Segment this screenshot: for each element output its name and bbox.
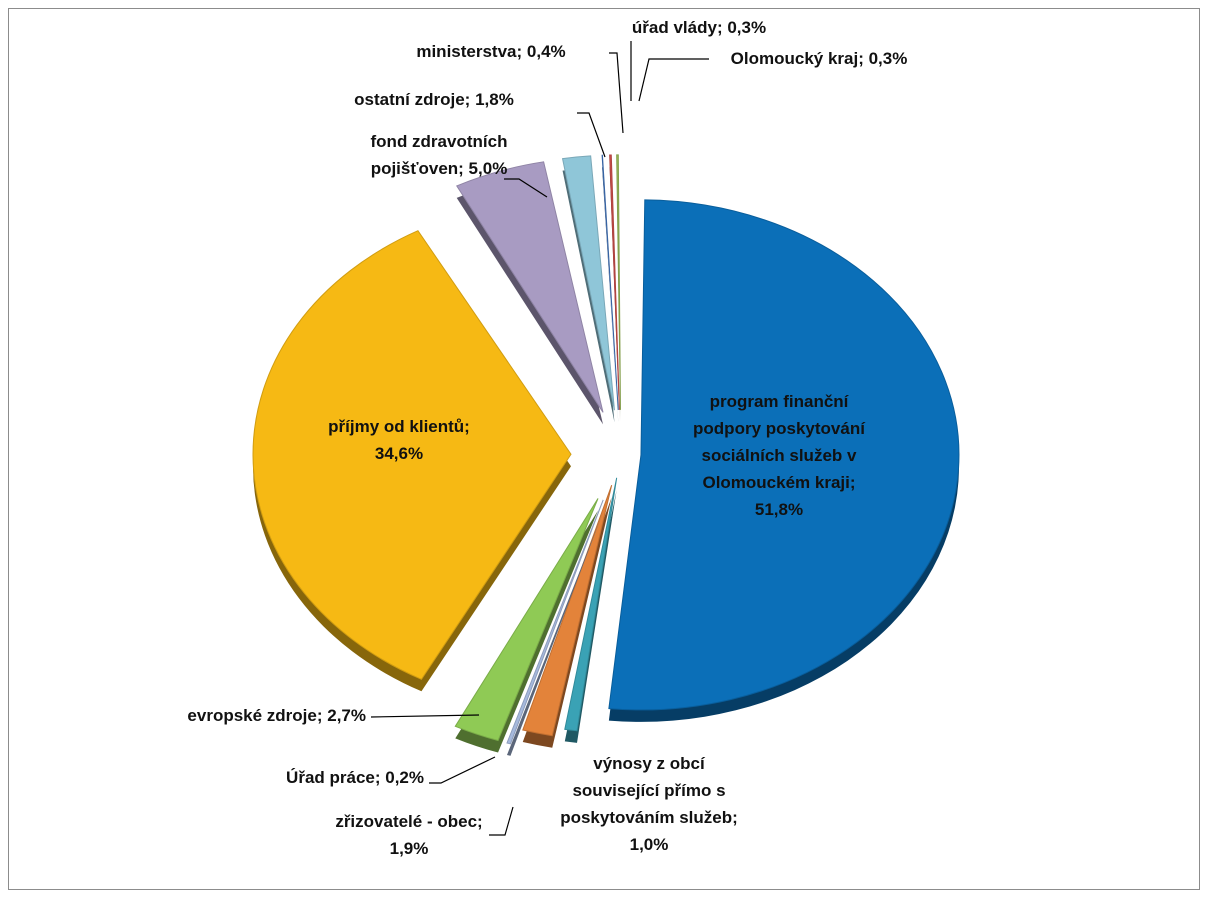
leader-line-zrizovatele-obec	[489, 806, 514, 836]
pie-slice-vynosy-z-obci-souvisejici-primo-s-poskytovanim-sluzeb	[564, 477, 618, 743]
pie-slice-fond-zdravotnich-pojistoven	[455, 161, 604, 425]
leader-line-urad-prace	[429, 756, 496, 784]
data-label-fond-zdravotnich-pojistoven: fond zdravotních pojišťoven; 5,0%	[371, 132, 508, 178]
pie-slice-evropske-zdroje	[454, 498, 599, 753]
pie-slice-face	[561, 155, 615, 411]
pie-slice-prijmy-od-klientu	[252, 230, 572, 692]
data-label-vynosy-z-obci-souvisejici-primo-s-poskytovanim-sluzeb: výnosy z obcí související přímo s poskytov…	[560, 754, 738, 854]
pie-slice-face	[454, 498, 599, 742]
leader-line-ministerstva	[609, 52, 624, 134]
pie-slice-face	[564, 477, 618, 732]
data-label-ostatni-zdroje: ostatní zdroje; 1,8%	[354, 90, 514, 109]
data-label-urad-vlady: úřad vlády; 0,3%	[632, 18, 766, 37]
leader-line-fond-zdravotnich-pojistoven	[504, 178, 548, 198]
pie-slice-depth	[562, 167, 615, 423]
pie-slice-ministerstva	[601, 154, 619, 422]
pie-slice-ostatni-zdroje	[561, 155, 615, 423]
pie-slice-face	[506, 499, 604, 745]
pie-slice-face	[608, 199, 960, 711]
leader-line-ostatni-zdroje	[577, 112, 606, 158]
pie-slice-urad-prace	[506, 499, 604, 756]
labels-layer: program finanční podpory poskytování sociá…	[187, 18, 907, 858]
pie-chart: program finanční podpory poskytování sociá…	[187, 18, 960, 858]
leader-line-olomoucky-kraj	[638, 58, 709, 102]
leader-line-evropske-zdroje	[370, 714, 480, 718]
pie-slice-program-financni-podpory-poskytovani-socialnich-sluzeb-v-olomouckem-kraji	[608, 199, 960, 722]
data-label-olomoucky-kraj: Olomoucký kraj; 0,3%	[731, 49, 908, 68]
data-label-urad-prace: Úřad práce; 0,2%	[286, 768, 424, 787]
pie-slice-face	[616, 154, 621, 410]
data-label-ministerstva: ministerstva; 0,4%	[416, 42, 565, 61]
pie-slice-olomoucky-kraj	[616, 154, 621, 422]
data-label-prijmy-od-klientu: příjmy od klientů; 34,6%	[328, 417, 470, 463]
pie-slice-face	[609, 154, 620, 410]
chart-area: program finanční podpory poskytování sociá…	[8, 8, 1200, 890]
leader-lines-layer	[370, 41, 709, 836]
data-label-evropske-zdroje: evropské zdroje; 2,7%	[187, 706, 366, 725]
data-label-zrizovatele-obec: zřizovatelé - obec; 1,9%	[335, 812, 482, 858]
pie-slice-depth	[602, 167, 619, 422]
pie-slice-face	[455, 161, 604, 413]
pie-slice-urad-vlady	[609, 154, 620, 422]
pie-slice-depth	[506, 511, 604, 756]
pie-slice-face	[252, 230, 572, 680]
pie-slice-face	[601, 154, 619, 410]
data-label-program-financni-podpory-poskytovani-socialnich-sluzeb-v-olomouckem-kraji: program finanční podpory poskytování sociá…	[693, 392, 866, 519]
slices-layer	[252, 154, 960, 756]
